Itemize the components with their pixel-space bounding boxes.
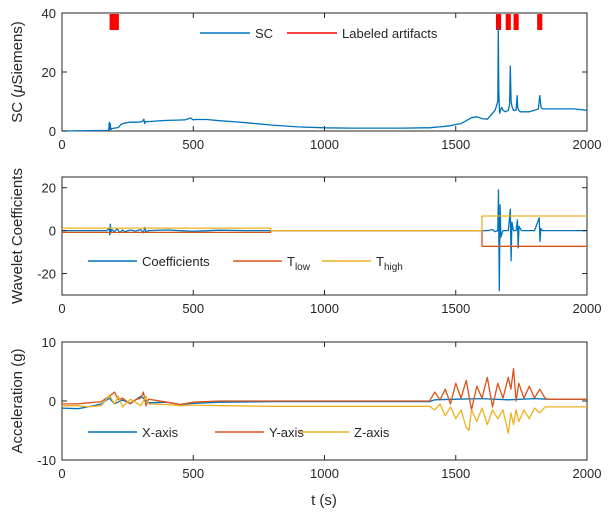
legend-label-coefficients: Coefficients bbox=[142, 254, 210, 269]
legend-label-thigh: Thigh bbox=[376, 254, 403, 273]
series-line-2-0 bbox=[61, 395, 587, 410]
y-tick-label: 0 bbox=[49, 224, 56, 239]
y-tick-label: 20 bbox=[42, 65, 56, 80]
accel-ylabel: Acceleration (g) bbox=[9, 348, 26, 453]
legend-label-artifacts: Labeled artifacts bbox=[342, 26, 438, 41]
y-tick-label: 10 bbox=[42, 335, 56, 350]
x-tick-label: 0 bbox=[58, 466, 65, 481]
x-tick-label: 1000 bbox=[310, 301, 339, 316]
sc-ylabel: SC (μSiemens) bbox=[9, 21, 26, 123]
x-tick-label: 1000 bbox=[310, 466, 339, 481]
series-line-1-2 bbox=[62, 215, 587, 232]
wavelet-axes-box bbox=[61, 176, 588, 296]
legend-label-z: Z-axis bbox=[354, 425, 390, 440]
wavelet-plot-area bbox=[62, 189, 587, 292]
series-line-0-0 bbox=[61, 27, 588, 132]
x-tick-label: 1500 bbox=[441, 301, 470, 316]
x-tick-label: 2000 bbox=[573, 137, 602, 152]
y-tick-label: 0 bbox=[49, 394, 56, 409]
x-tick-label: 500 bbox=[182, 301, 204, 316]
sc-legend: SC Labeled artifacts bbox=[200, 26, 438, 41]
x-tick-label: 2000 bbox=[573, 301, 602, 316]
x-tick-label: 2000 bbox=[573, 466, 602, 481]
sc-panel: 0 500 1000 1500 2000 0 20 40 SC (μSiemens) SC L… bbox=[9, 6, 601, 152]
x-tick-label: 1000 bbox=[310, 137, 339, 152]
y-tick-label: -10 bbox=[37, 453, 56, 468]
sc-axes-box bbox=[61, 12, 588, 132]
sc-plot-area bbox=[61, 14, 588, 132]
x-tick-label: 1500 bbox=[441, 137, 470, 152]
y-tick-label: 0 bbox=[49, 124, 56, 139]
accel-legend: X-axis Y-axis Z-axis bbox=[88, 425, 390, 440]
wavelet-ticks: 0 500 1000 1500 2000 -20 0 20 bbox=[37, 177, 601, 316]
wavelet-legend: Coefficients Tlow Thigh bbox=[88, 254, 403, 273]
x-tick-label: 500 bbox=[182, 137, 204, 152]
x-tick-label: 0 bbox=[58, 137, 65, 152]
series-line-2-2 bbox=[62, 394, 587, 435]
x-tick-label: 1500 bbox=[441, 466, 470, 481]
accel-xlabel: t (s) bbox=[311, 492, 337, 509]
legend-label-x: X-axis bbox=[142, 425, 179, 440]
y-tick-label: -20 bbox=[37, 267, 56, 282]
wavelet-panel: 0 500 1000 1500 2000 -20 0 20 Wavelet Coefficie… bbox=[9, 168, 601, 316]
legend-label-tlow: Tlow bbox=[287, 254, 311, 273]
x-tick-label: 500 bbox=[182, 466, 204, 481]
wavelet-ylabel: Wavelet Coefficients bbox=[9, 168, 26, 304]
y-tick-label: 40 bbox=[42, 6, 56, 21]
x-tick-label: 0 bbox=[58, 301, 65, 316]
sc-ticks: 0 500 1000 1500 2000 0 20 40 bbox=[42, 6, 602, 152]
legend-label-sc: SC bbox=[255, 26, 273, 41]
legend-label-y: Y-axis bbox=[269, 425, 304, 440]
accel-plot-area bbox=[61, 367, 587, 435]
y-tick-label: 20 bbox=[42, 181, 56, 196]
series-line-2-1 bbox=[62, 367, 587, 411]
